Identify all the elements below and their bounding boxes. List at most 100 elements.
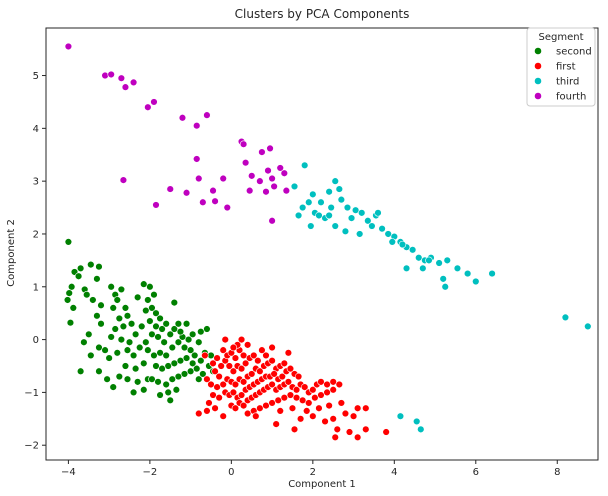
- data-point-third: [378, 224, 386, 233]
- data-point-fourth: [121, 83, 130, 91]
- legend-title: Segment: [539, 32, 584, 43]
- data-point-fourth: [264, 166, 272, 175]
- data-point-first: [258, 346, 266, 354]
- data-point-fourth: [150, 98, 158, 106]
- data-point-second: [115, 372, 124, 381]
- legend-marker-second: [534, 47, 542, 55]
- x-axis-label: Component 1: [288, 479, 356, 490]
- data-point-second: [125, 338, 134, 346]
- data-point-third: [325, 188, 333, 196]
- data-point-fourth: [270, 182, 278, 191]
- data-point-second: [207, 351, 215, 360]
- data-point-second: [154, 333, 162, 341]
- data-point-first: [219, 412, 227, 420]
- data-point-third: [417, 425, 425, 434]
- y-tick-label: −2: [24, 441, 39, 452]
- data-point-second: [64, 238, 73, 246]
- data-point-first: [382, 428, 390, 436]
- data-point-first: [221, 335, 229, 344]
- data-point-second: [162, 380, 170, 389]
- data-point-second: [83, 291, 91, 299]
- data-point-third: [384, 230, 392, 238]
- data-point-first: [256, 367, 264, 375]
- data-point-third: [315, 211, 323, 220]
- data-point-second: [113, 296, 121, 304]
- data-point-second: [158, 364, 166, 373]
- data-point-second: [158, 325, 166, 333]
- data-point-second: [146, 317, 154, 325]
- data-point-third: [325, 211, 333, 220]
- series-first: [195, 335, 390, 441]
- x-tick-label: 8: [554, 467, 560, 478]
- x-axis-ticks: −4 −2 0 2 4 6 8: [61, 460, 560, 478]
- data-point-first: [231, 354, 240, 362]
- data-point-second: [142, 338, 150, 346]
- data-point-second: [144, 296, 152, 304]
- legend-label-second: second: [556, 47, 592, 58]
- data-point-fourth: [152, 201, 160, 209]
- data-point-second: [93, 312, 101, 320]
- data-point-second: [87, 351, 95, 360]
- data-point-second: [186, 367, 195, 375]
- data-point-fourth: [268, 217, 276, 225]
- legend-marker-fourth: [534, 92, 542, 100]
- data-point-first: [345, 428, 354, 436]
- data-point-first: [229, 388, 238, 397]
- data-point-fourth: [203, 111, 211, 119]
- series-third: [290, 161, 592, 434]
- x-tick-label: 6: [473, 467, 479, 478]
- data-point-second: [170, 325, 179, 333]
- data-point-first: [278, 372, 286, 381]
- data-point-second: [174, 338, 183, 346]
- data-point-first: [298, 396, 307, 405]
- data-point-second: [156, 349, 164, 357]
- data-point-first: [321, 417, 329, 426]
- data-point-second: [133, 293, 142, 302]
- data-point-second: [140, 359, 148, 368]
- data-point-first: [211, 404, 219, 412]
- data-point-second: [138, 322, 146, 331]
- data-point-second: [76, 264, 85, 272]
- data-point-third: [343, 203, 352, 212]
- data-point-second: [150, 291, 158, 299]
- data-point-second: [176, 357, 185, 365]
- data-point-first: [237, 335, 246, 344]
- data-point-first: [323, 380, 331, 389]
- points-layer: [63, 42, 592, 441]
- legend-marker-third: [534, 77, 542, 85]
- data-point-second: [142, 306, 150, 315]
- data-point-fourth: [195, 174, 203, 183]
- data-point-first: [280, 393, 289, 402]
- data-point-second: [127, 320, 136, 328]
- data-point-second: [170, 298, 179, 307]
- data-point-second: [89, 296, 97, 304]
- data-point-second: [76, 367, 85, 375]
- y-tick-label: 5: [33, 71, 39, 82]
- data-point-fourth: [166, 185, 174, 193]
- data-point-second: [105, 354, 113, 362]
- data-point-first: [215, 372, 223, 381]
- data-point-third: [584, 322, 592, 331]
- plot-frame: [45, 27, 599, 461]
- data-point-first: [296, 415, 305, 423]
- data-point-second: [197, 357, 205, 365]
- data-point-third: [443, 256, 451, 265]
- data-point-first: [262, 401, 270, 410]
- data-point-second: [174, 372, 183, 381]
- data-point-second: [95, 263, 103, 271]
- x-tick-label: −4: [61, 467, 76, 478]
- series-fourth: [64, 42, 291, 225]
- y-tick-label: 3: [33, 177, 39, 188]
- x-tick-label: 0: [228, 467, 234, 478]
- data-point-first: [331, 433, 339, 441]
- data-point-fourth: [268, 174, 276, 183]
- data-point-fourth: [280, 169, 289, 177]
- y-tick-label: 2: [33, 229, 39, 240]
- data-point-second: [180, 370, 189, 378]
- data-point-fourth: [144, 103, 152, 111]
- data-point-second: [87, 260, 95, 269]
- data-point-first: [201, 351, 209, 360]
- data-point-first: [317, 378, 325, 386]
- data-point-second: [152, 362, 160, 370]
- data-point-first: [286, 364, 295, 373]
